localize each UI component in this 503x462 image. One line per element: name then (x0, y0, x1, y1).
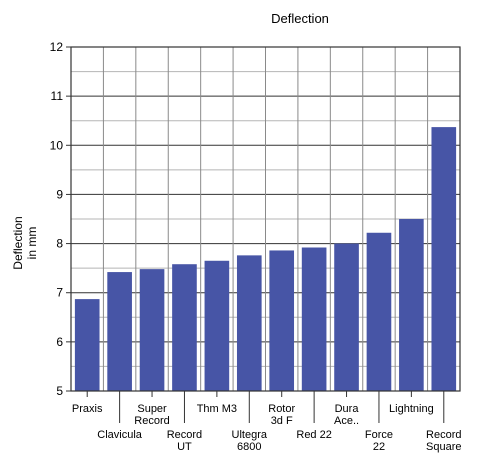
bars (74, 127, 457, 392)
plot-frame (70, 46, 461, 392)
x-tick-label: Ultegra 6800 (232, 429, 268, 453)
bar (107, 272, 132, 391)
axes (66, 46, 461, 423)
y-axis-title: Deflectionin mm (11, 216, 39, 269)
y-tick-label: 5 (56, 384, 63, 398)
x-tick-label: Clavicula (97, 429, 143, 441)
bar (204, 260, 230, 391)
x-tick-label: Lightning (389, 403, 434, 415)
y-tick-label: 7 (56, 286, 63, 300)
bar (269, 250, 295, 391)
bar (139, 269, 165, 391)
bar (236, 255, 262, 391)
y-tick-label: 9 (56, 187, 63, 201)
bar (334, 243, 359, 391)
y-tick-label: 10 (50, 138, 64, 152)
bar (399, 219, 424, 391)
x-tick-label: Dura Ace.. (334, 403, 359, 427)
x-tick-label: Super Record (134, 403, 169, 427)
y-tick-labels: 5 6 7 8 9 10 11 12 (50, 40, 64, 398)
chart-title: Deflection (271, 11, 329, 26)
bar (301, 247, 327, 391)
x-tick-label: Praxis (72, 403, 103, 415)
bar (74, 299, 100, 391)
x-tick-label: Rotor 3d F (268, 403, 295, 427)
bar (366, 232, 392, 391)
bar (431, 127, 457, 392)
y-tick-label: 12 (50, 40, 64, 54)
grid-lines (70, 46, 461, 392)
y-tick-label: 8 (56, 237, 63, 251)
y-tick-label: 6 (56, 335, 63, 349)
x-tick-label: Thm M3 (197, 403, 237, 415)
x-tick-label: Red 22 (296, 429, 331, 441)
x-tick-label: Force 22 (365, 429, 393, 453)
x-tick-label: Record Square (426, 429, 461, 453)
bar (172, 264, 197, 391)
y-axis-label: Deflectionin mm (11, 216, 39, 269)
y-tick-label: 11 (51, 89, 64, 103)
x-tick-label: Record UT (167, 429, 202, 453)
